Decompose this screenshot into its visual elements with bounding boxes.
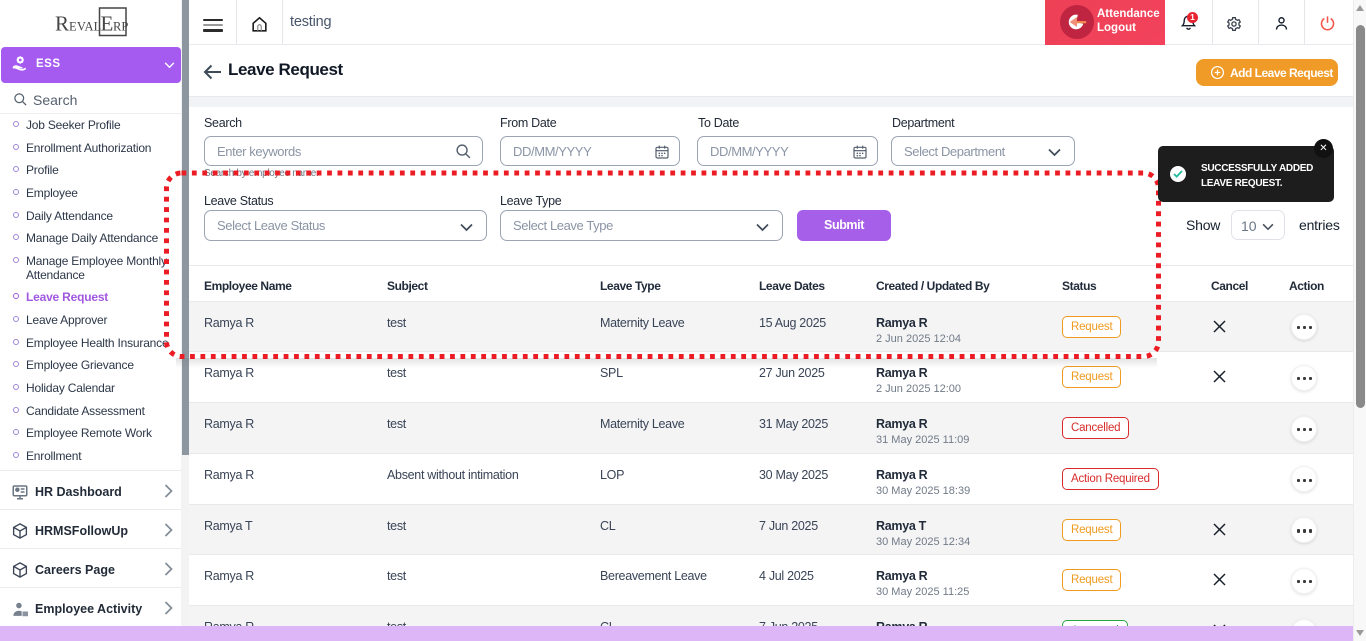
svg-text:RP: RP (113, 20, 128, 34)
svg-text:E: E (101, 12, 114, 36)
svg-text:R: R (55, 12, 69, 36)
svg-text:EVAL: EVAL (69, 20, 102, 34)
